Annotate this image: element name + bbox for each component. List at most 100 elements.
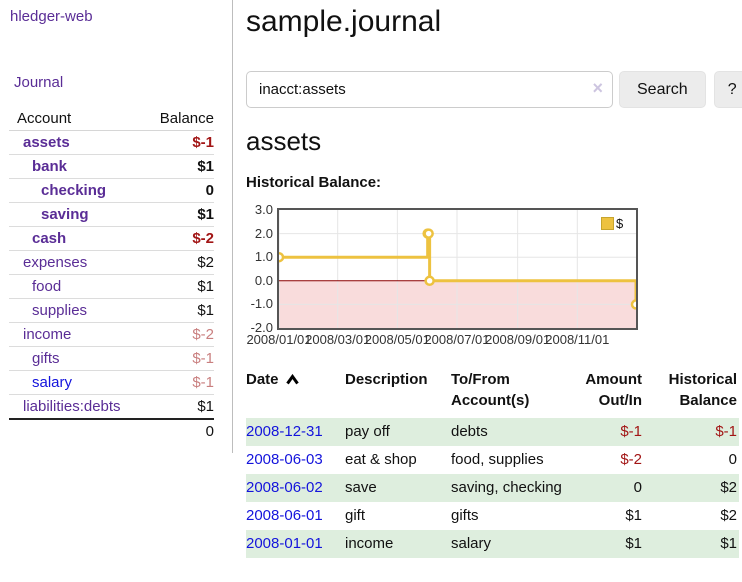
account-balance: $-2 <box>192 326 214 343</box>
transaction-description: pay off <box>345 423 390 440</box>
register-row: 2008-06-01 gift gifts $1 $2 <box>246 502 739 530</box>
accounts-header-row: Account Balance <box>9 107 214 131</box>
transaction-amount: $-1 <box>620 423 642 440</box>
transaction-date-link[interactable]: 2008-12-31 <box>246 423 323 440</box>
account-row: expenses $2 <box>9 251 214 275</box>
account-link-bank[interactable]: bank <box>32 158 68 175</box>
search-form: × Search ? <box>246 71 742 108</box>
transaction-date-link[interactable]: 2008-06-01 <box>246 507 323 524</box>
ytick-label: 3.0 <box>254 202 273 217</box>
xtick-label: 2008/07/01 <box>424 332 490 347</box>
account-balance: $-1 <box>192 134 214 151</box>
account-balance: $2 <box>197 254 214 271</box>
account-row: liabilities:debts $1 <box>9 395 214 419</box>
transaction-description: income <box>345 535 394 552</box>
account-link-salary[interactable]: salary <box>32 374 73 391</box>
chart-legend: $ <box>601 216 623 231</box>
register-table: Date Description To/From Account(s) Amou… <box>246 367 739 558</box>
transaction-balance: $1 <box>720 535 737 552</box>
xtick-label: 2008/05/01 <box>364 332 430 347</box>
register-row: 2008-06-03 eat & shop food, supplies $-2… <box>246 446 739 474</box>
help-button[interactable]: ? <box>713 71 742 108</box>
register-col-amount: Amount Out/In <box>585 371 642 409</box>
account-link-expenses[interactable]: expenses <box>23 254 88 271</box>
account-link-checking[interactable]: checking <box>41 182 107 199</box>
account-link-assets[interactable]: assets <box>23 134 70 151</box>
accounts-table: Account Balance assets $-1 bank $1 check… <box>9 107 214 443</box>
accounts-total-row: 0 <box>9 419 214 443</box>
account-link-food[interactable]: food <box>32 278 62 295</box>
transaction-balance: $2 <box>720 507 737 524</box>
register-col-date[interactable]: Date <box>246 367 345 418</box>
ytick-label: 2.0 <box>254 225 273 241</box>
account-balance: $1 <box>197 206 214 223</box>
transaction-amount: $1 <box>625 507 642 524</box>
account-balance: $1 <box>197 398 214 415</box>
account-row: cash $-2 <box>9 227 214 251</box>
app-title-link[interactable]: hledger-web <box>10 8 93 25</box>
transaction-date-link[interactable]: 2008-06-03 <box>246 451 323 468</box>
xtick-label: 2008/01/01 <box>246 332 312 347</box>
account-row: gifts $-1 <box>9 347 214 371</box>
account-row: checking 0 <box>9 179 214 203</box>
account-balance: $-1 <box>192 374 214 391</box>
register-col-accounts: To/From Account(s) <box>451 371 530 409</box>
account-link-cash[interactable]: cash <box>32 230 67 247</box>
legend-swatch-icon <box>601 217 614 230</box>
register-row: 2008-06-02 save saving, checking 0 $2 <box>246 474 739 502</box>
main-content: sample.journal × Search ? assets Histori… <box>233 0 742 558</box>
search-input[interactable] <box>246 71 613 108</box>
chart-canvas <box>277 208 638 330</box>
transaction-accounts: debts <box>451 423 488 440</box>
account-row: saving $1 <box>9 203 214 227</box>
ytick-label: 1.0 <box>254 249 273 265</box>
account-row: food $1 <box>9 275 214 299</box>
transaction-amount: $-2 <box>620 451 642 468</box>
register-row: 2008-01-01 income salary $1 $1 <box>246 530 739 558</box>
ytick-label: 0.0 <box>254 272 273 288</box>
page: hledger-web Journal Account Balance asse… <box>0 0 742 558</box>
xtick-label: 2008/03/01 <box>305 332 371 347</box>
transaction-date-link[interactable]: 2008-01-01 <box>246 535 323 552</box>
search-button[interactable]: Search <box>619 71 706 108</box>
xtick-label: 2008/09/01 <box>485 332 551 347</box>
transaction-accounts: food, supplies <box>451 451 544 468</box>
accounts-total: 0 <box>205 423 214 440</box>
transaction-accounts: gifts <box>451 507 479 524</box>
account-page-title: assets <box>246 126 322 156</box>
transaction-accounts: saving, checking <box>451 479 562 496</box>
account-link-income[interactable]: income <box>23 326 72 343</box>
account-link-saving[interactable]: saving <box>41 206 89 223</box>
account-row: income $-2 <box>9 323 214 347</box>
page-title: sample.journal <box>246 5 442 38</box>
account-row: bank $1 <box>9 155 214 179</box>
chart-heading: Historical Balance: <box>246 174 382 191</box>
account-link-gifts[interactable]: gifts <box>32 350 60 367</box>
account-link-liabilities-debts[interactable]: liabilities:debts <box>23 398 121 415</box>
account-link-supplies[interactable]: supplies <box>32 302 88 319</box>
register-row: 2008-12-31 pay off debts $-1 $-1 <box>246 418 739 446</box>
account-row: supplies $1 <box>9 299 214 323</box>
sidebar-item-journal[interactable]: Journal <box>14 74 64 91</box>
transaction-balance: $-1 <box>715 423 737 440</box>
account-balance: $1 <box>197 158 214 175</box>
ytick-label: -1.0 <box>250 296 273 312</box>
transaction-description: gift <box>345 507 366 524</box>
transaction-description: eat & shop <box>345 451 417 468</box>
account-balance: $1 <box>197 278 214 295</box>
transaction-date-link[interactable]: 2008-06-02 <box>246 479 323 496</box>
transaction-accounts: salary <box>451 535 492 552</box>
transaction-amount: 0 <box>633 479 642 496</box>
account-row: salary $-1 <box>9 371 214 395</box>
accounts-col-account: Account <box>9 107 147 131</box>
account-row: assets $-1 <box>9 131 214 155</box>
sidebar: hledger-web Journal Account Balance asse… <box>0 0 233 453</box>
account-balance: $-2 <box>192 230 214 247</box>
accounts-col-balance: Balance <box>146 107 214 131</box>
ytick-label: -2.0 <box>250 320 273 335</box>
register-col-balance: Historical Balance <box>668 371 737 409</box>
clear-search-icon[interactable]: × <box>592 78 603 98</box>
transaction-description: save <box>345 479 377 496</box>
register-header-row: Date Description To/From Account(s) Amou… <box>246 367 739 418</box>
transaction-amount: $1 <box>625 535 642 552</box>
